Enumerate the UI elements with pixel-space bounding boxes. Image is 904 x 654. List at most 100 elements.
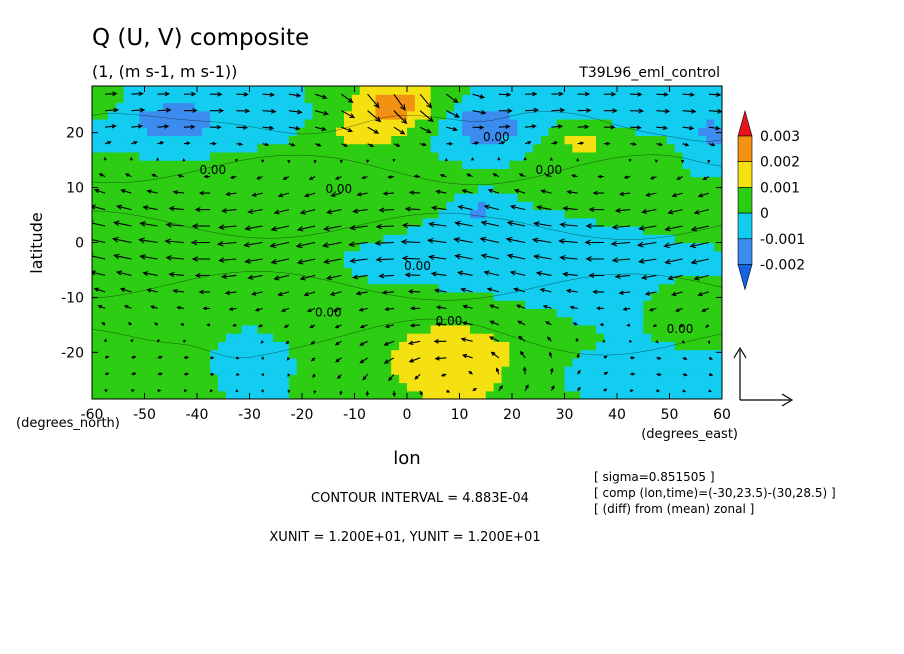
field-cell [265,341,274,351]
field-cell [627,176,636,186]
wind-vector [509,204,526,211]
field-cell [139,184,148,194]
field-cell [651,267,660,277]
field-cell [540,333,550,342]
field-cell [596,201,605,211]
field-cell [115,176,125,186]
field-cell [525,242,534,252]
wind-vector [652,323,657,328]
field-cell [651,324,660,334]
field-cell [115,275,125,285]
field-cell [288,217,298,227]
field-cell [273,242,282,252]
wind-vector [566,189,578,195]
field-cell [304,308,314,318]
field-cell [194,283,203,293]
field-cell [265,390,274,399]
wind-vector [387,175,394,179]
field-cell [682,135,692,145]
field-cell [218,184,227,194]
field-cell [619,86,629,95]
field-cell [533,242,542,252]
field-cell [241,390,251,399]
field-cell [233,283,243,293]
field-cell [540,357,550,367]
wind-vector [236,372,240,376]
wind-vector [404,272,421,278]
field-cell [533,349,542,359]
unit-text: XUNIT = 1.200E+01, YUNIT = 1.200E+01 [269,530,540,545]
field-cell [643,184,652,194]
wind-vector [462,304,473,309]
field-cell [288,201,298,211]
field-cell [147,226,156,235]
field-cell [643,258,652,268]
field-cell [533,390,542,399]
wind-vector [198,289,211,295]
field-cell [320,357,329,367]
field-cell [304,366,314,375]
wind-vector [270,258,290,265]
field-cell [249,324,258,334]
field-cell [233,333,243,342]
field-cell [548,86,558,95]
field-cell [155,168,164,178]
field-cell [155,308,164,318]
field-cell [603,357,613,367]
field-cell [493,316,503,326]
field-cell [265,176,274,186]
field-cell [430,374,440,384]
wind-vector [676,176,683,180]
field-cell [517,258,526,268]
field-cell [273,143,282,153]
field-cell [399,366,408,375]
field-cell [210,242,219,252]
wind-vector [299,274,316,281]
field-cell [485,341,495,351]
field-cell [202,110,211,120]
field-cell [462,127,471,137]
field-cell [288,234,298,244]
field-cell [92,143,101,153]
wind-vector [480,220,500,227]
field-cell [344,316,353,326]
field-cell [517,217,526,227]
field-cell [666,357,676,367]
field-cell [714,333,722,342]
field-cell [344,341,353,351]
field-cell [596,324,605,334]
field-cell [430,316,440,326]
field-cell [682,300,692,309]
field-cell [462,291,471,301]
wind-vector [92,220,106,227]
field-cell [454,118,463,128]
field-cell [265,324,274,334]
wind-vector [638,258,657,264]
field-cell [682,390,692,399]
field-cell [312,94,321,104]
field-cell [407,316,416,326]
wind-vector [707,340,711,345]
field-cell [383,217,392,227]
field-cell [509,102,518,112]
field-cell [643,357,652,367]
field-cell [446,300,455,309]
field-cell [147,193,156,202]
contour-label: 0.00 [325,182,352,196]
contour-label: 0.00 [667,322,694,336]
field-cell [186,184,195,194]
field-cell [107,143,117,153]
field-cell [92,209,101,219]
field-cell [454,242,463,252]
field-cell [533,258,542,268]
field-cell [540,283,550,293]
field-cell [131,349,140,359]
field-cell [178,209,188,219]
field-cell [438,267,447,277]
field-cell [659,291,668,301]
wind-vector [592,190,604,196]
field-cell [375,300,384,309]
wind-vector [490,351,500,359]
field-cell [714,168,722,178]
field-cell [477,184,487,194]
